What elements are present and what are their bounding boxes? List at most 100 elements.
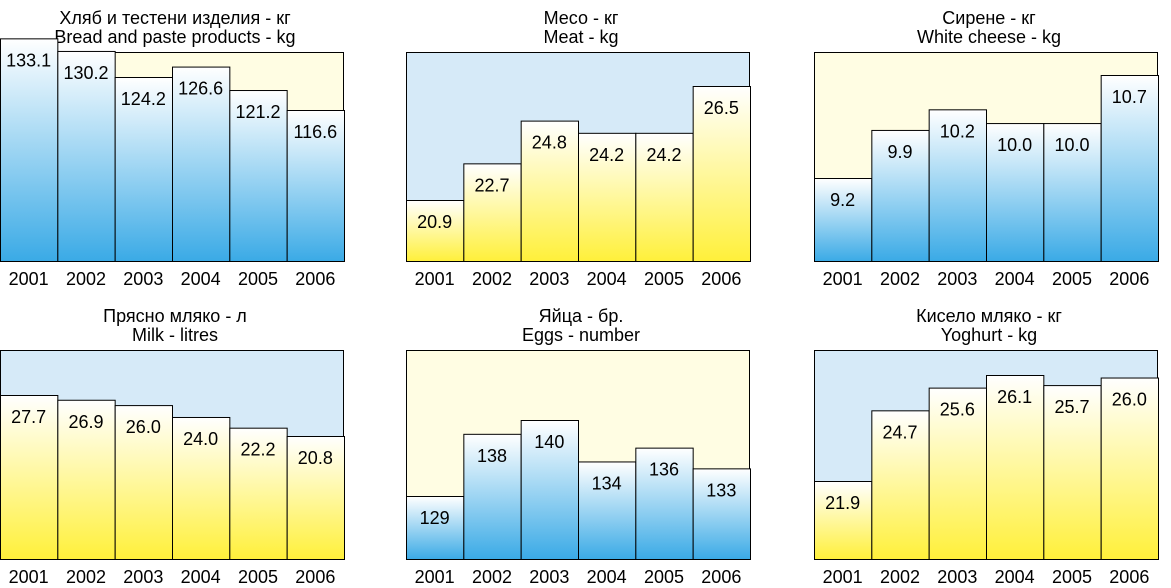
value-label: 25.7 bbox=[1054, 397, 1089, 417]
bar bbox=[1100, 377, 1159, 561]
x-tick-label: 2006 bbox=[701, 269, 741, 289]
bar bbox=[692, 468, 751, 560]
value-label: 136 bbox=[649, 460, 679, 480]
x-tick-label: 2003 bbox=[123, 269, 163, 289]
x-tick-label: 2006 bbox=[701, 567, 741, 587]
bar bbox=[871, 129, 930, 262]
value-label: 24.2 bbox=[646, 145, 681, 165]
bar bbox=[286, 436, 345, 560]
x-tick-label: 2001 bbox=[823, 567, 863, 587]
x-tick-label: 2003 bbox=[937, 269, 977, 289]
value-label: 133.1 bbox=[6, 50, 51, 70]
x-tick-label: 2003 bbox=[529, 567, 569, 587]
value-label: 24.0 bbox=[183, 429, 218, 449]
x-tick-label: 2003 bbox=[937, 567, 977, 587]
value-label: 24.8 bbox=[532, 133, 567, 153]
value-label: 24.7 bbox=[882, 422, 917, 442]
x-tick-label: 2004 bbox=[181, 269, 221, 289]
bar bbox=[578, 132, 637, 262]
x-tick-label: 2001 bbox=[823, 269, 863, 289]
bar bbox=[172, 416, 231, 560]
bar bbox=[1043, 385, 1102, 560]
x-tick-label: 2002 bbox=[66, 269, 106, 289]
chart-subtitle: Yoghurt - kg bbox=[940, 325, 1038, 345]
bar bbox=[463, 433, 522, 560]
value-label: 9.2 bbox=[830, 190, 855, 210]
eggs-chart: Яйца - бр. Eggs - number 129 138 140 134 136… bbox=[406, 298, 756, 588]
chart-title: Прясно мляко - л bbox=[103, 306, 247, 326]
value-label: 26.1 bbox=[997, 387, 1032, 407]
white-cheese-chart: Сирене - кг White cheese - kg 9.2 9.9 10.2… bbox=[814, 0, 1164, 290]
value-label: 24.2 bbox=[589, 145, 624, 165]
yoghurt-chart: Кисело мляко - кг Yoghurt - kg 21.9 24.7 2… bbox=[814, 298, 1164, 588]
value-label: 20.8 bbox=[298, 448, 333, 468]
bar bbox=[578, 461, 637, 560]
chart-title: Яйца - бр. bbox=[538, 306, 624, 326]
value-label: 10.0 bbox=[1054, 135, 1089, 155]
bar bbox=[406, 200, 465, 262]
x-tick-label: 2001 bbox=[9, 269, 49, 289]
bar bbox=[928, 387, 987, 560]
chart-title: Месо - кг bbox=[543, 8, 619, 28]
value-label: 20.9 bbox=[417, 212, 452, 232]
x-tick-label: 2005 bbox=[644, 567, 684, 587]
x-tick-label: 2004 bbox=[995, 567, 1035, 587]
bar bbox=[0, 38, 59, 262]
value-label: 22.2 bbox=[240, 440, 275, 460]
bar bbox=[871, 410, 930, 561]
x-tick-label: 2003 bbox=[123, 567, 163, 587]
white-cheese-plot: 9.2 9.9 10.2 10.0 10.0 10.7 2001 2002 2003 2004 20… bbox=[814, 52, 1159, 289]
value-label: 25.6 bbox=[940, 400, 975, 420]
value-label: 130.2 bbox=[63, 63, 108, 83]
x-tick-label: 2004 bbox=[995, 269, 1035, 289]
value-label: 129 bbox=[420, 508, 450, 528]
bar bbox=[406, 496, 465, 560]
chart-subtitle: Bread and paste products - kg bbox=[54, 27, 296, 47]
value-label: 10.0 bbox=[997, 135, 1032, 155]
x-tick-label: 2006 bbox=[1109, 269, 1149, 289]
value-label: 134 bbox=[592, 473, 622, 493]
value-label: 22.7 bbox=[474, 175, 509, 195]
x-tick-label: 2005 bbox=[1052, 269, 1092, 289]
bar bbox=[814, 481, 873, 560]
value-label: 26.0 bbox=[1112, 390, 1147, 410]
x-tick-label: 2006 bbox=[1109, 567, 1149, 587]
x-tick-label: 2001 bbox=[415, 567, 455, 587]
x-tick-label: 2001 bbox=[415, 269, 455, 289]
value-label: 26.9 bbox=[68, 412, 103, 432]
value-label: 140 bbox=[534, 432, 564, 452]
bar bbox=[57, 399, 116, 561]
x-tick-label: 2006 bbox=[295, 269, 335, 289]
bar bbox=[286, 110, 345, 262]
bar bbox=[1043, 123, 1102, 262]
bar bbox=[1100, 75, 1159, 262]
x-tick-label: 2003 bbox=[529, 269, 569, 289]
bar bbox=[814, 178, 873, 262]
bar bbox=[463, 163, 522, 262]
bar bbox=[635, 447, 694, 560]
x-tick-label: 2005 bbox=[238, 567, 278, 587]
x-tick-label: 2004 bbox=[587, 567, 627, 587]
bar bbox=[520, 420, 579, 560]
chart-subtitle: Meat - kg bbox=[543, 27, 619, 47]
milk-plot: 27.7 26.9 26.0 24.0 22.2 20.8 2001 2002 2003 2004… bbox=[0, 350, 345, 587]
meat-chart: Месо - кг Meat - kg 20.9 22.7 24.8 24.2 24.2… bbox=[406, 0, 756, 290]
x-tick-label: 2002 bbox=[880, 567, 920, 587]
x-tick-label: 2002 bbox=[66, 567, 106, 587]
x-tick-label: 2004 bbox=[587, 269, 627, 289]
chart-title: Кисело мляко - кг bbox=[916, 306, 1062, 326]
chart-subtitle: White cheese - kg bbox=[916, 27, 1062, 47]
yoghurt-plot: 21.9 24.7 25.6 26.1 25.7 26.0 2001 2002 2003 2004… bbox=[814, 350, 1159, 587]
value-label: 27.7 bbox=[11, 407, 46, 427]
value-label: 138 bbox=[477, 446, 507, 466]
x-tick-label: 2001 bbox=[9, 567, 49, 587]
bar bbox=[229, 427, 288, 561]
chart-title: Сирене - кг bbox=[942, 8, 1036, 28]
value-label: 10.2 bbox=[940, 121, 975, 141]
bar bbox=[114, 77, 173, 262]
chart-subtitle: Eggs - number bbox=[521, 325, 641, 345]
value-label: 26.0 bbox=[126, 417, 161, 437]
value-label: 133 bbox=[706, 480, 736, 500]
x-tick-label: 2002 bbox=[472, 269, 512, 289]
